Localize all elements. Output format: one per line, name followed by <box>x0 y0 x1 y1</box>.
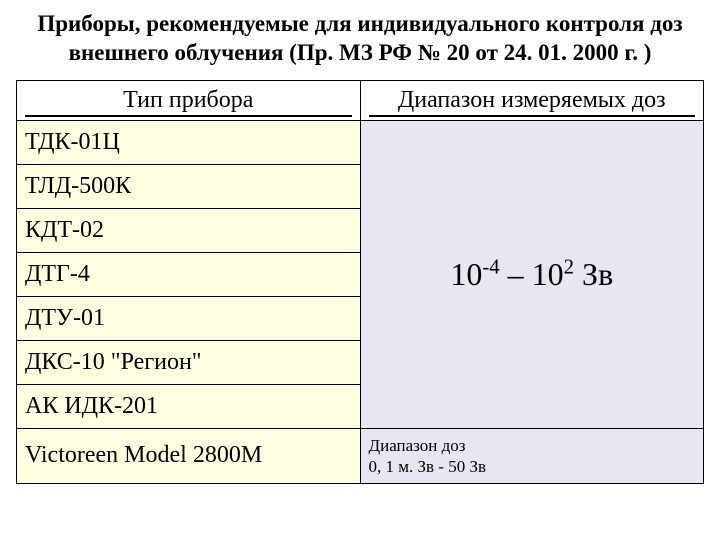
range-sep: – <box>500 256 532 292</box>
range-exp-1: -4 <box>482 255 499 278</box>
range-base-1: 10 <box>450 256 482 292</box>
device-cell: ДТУ-01 <box>17 296 361 340</box>
device-cell: ТЛД-500К <box>17 164 361 208</box>
range-main-cell: 10-4 – 102 Зв <box>360 120 704 428</box>
range-exp-2: 2 <box>564 255 574 278</box>
range-base-2: 10 <box>532 256 564 292</box>
device-cell: АК ИДК-201 <box>17 384 361 428</box>
range-unit: Зв <box>574 256 613 292</box>
header-underline-left <box>25 115 352 117</box>
device-cell: ДТГ-4 <box>17 252 361 296</box>
header-right-text: Диапазон измеряемых доз <box>398 87 666 113</box>
table-row: ТДК-01Ц 10-4 – 102 Зв <box>17 120 704 164</box>
range-last-cell: Диапазон доз 0, 1 м. Зв - 50 Зв <box>360 428 704 484</box>
table-header-row: Тип прибора Диапазон измеряемых доз <box>17 80 704 120</box>
device-cell: ТДК-01Ц <box>17 120 361 164</box>
device-cell: КДТ-02 <box>17 208 361 252</box>
range-last-line2: 0, 1 м. Зв - 50 Зв <box>369 457 487 476</box>
range-last-line1: Диапазон доз <box>369 436 466 455</box>
devices-table: Тип прибора Диапазон измеряемых доз ТДК-… <box>16 80 704 485</box>
device-cell: ДКС-10 "Регион" <box>17 340 361 384</box>
header-left-text: Тип прибора <box>123 87 253 113</box>
device-cell: Victoreen Model 2800M <box>17 428 361 484</box>
table-row: Victoreen Model 2800M Диапазон доз 0, 1 … <box>17 428 704 484</box>
header-range: Диапазон измеряемых доз <box>360 80 704 120</box>
page-title: Приборы, рекомендуемые для индивидуально… <box>16 10 704 68</box>
header-device-type: Тип прибора <box>17 80 361 120</box>
header-underline-right <box>369 115 696 117</box>
